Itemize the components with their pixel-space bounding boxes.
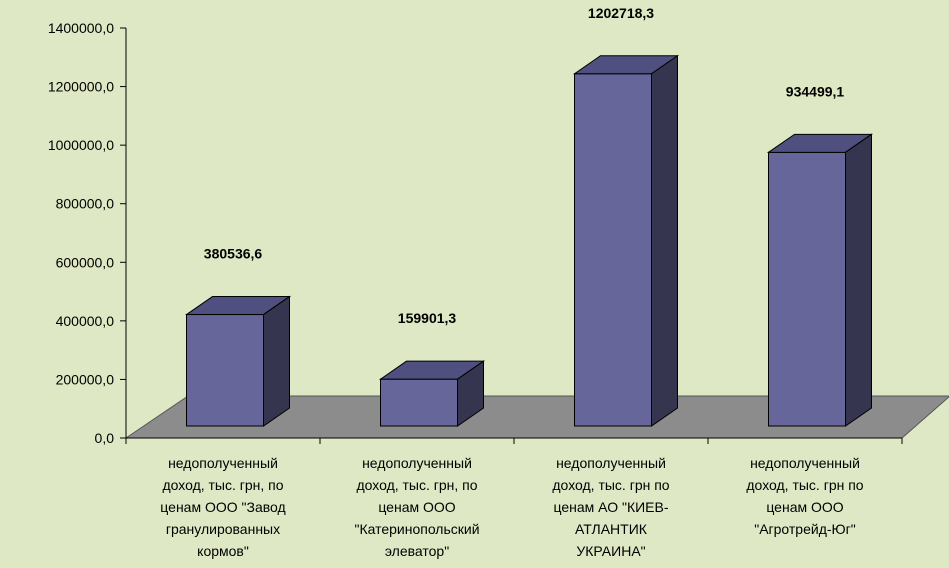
x-category-label-line: "Катеринопольский	[354, 521, 479, 537]
x-category-label: недополученный доход, тыс. грн по ценам ОО…	[746, 455, 863, 537]
y-tick-label: 400000,0	[56, 313, 115, 329]
x-category-label: недополученный доход, тыс. грн, по ценам О…	[354, 455, 479, 559]
y-tick-label: 1400000,0	[48, 20, 114, 36]
x-category-label-line: гранулированных	[166, 521, 280, 537]
x-category-label-line: недополученный	[168, 455, 278, 471]
data-label: 934499,1	[786, 83, 845, 99]
x-category-label-line: "Агротрейд-Юг"	[754, 521, 856, 537]
bar-front	[186, 314, 264, 427]
y-tick-label: 1000000,0	[48, 137, 114, 153]
x-category-label-line: доход, тыс. грн, по	[162, 477, 283, 493]
y-tick-label: 1200000,0	[48, 79, 114, 95]
x-category-label-line: ценам ООО	[378, 499, 455, 515]
x-category-label-line: недополученный	[556, 455, 666, 471]
x-category-label-line: ценам ООО "Завод	[160, 499, 285, 515]
x-category-label: недополученный доход, тыс. грн, по ценам О…	[160, 455, 285, 559]
bar-side	[651, 54, 678, 427]
bar-front	[574, 73, 652, 427]
y-tick-label: 800000,0	[56, 196, 115, 212]
y-tick-label: 600000,0	[56, 254, 115, 270]
x-category-label-line: кормов"	[197, 543, 249, 559]
x-category-label: недополученный доход, тыс. грн по ценам АО…	[552, 455, 669, 559]
x-category-label-line: доход, тыс. грн по	[746, 477, 863, 493]
x-category-label-line: элеватор"	[385, 543, 449, 559]
data-label: 1202718,3	[588, 5, 654, 21]
data-label: 159901,3	[398, 310, 457, 326]
x-category-label-line: УКРАИНА"	[576, 543, 645, 559]
y-tick-label: 0,0	[95, 430, 115, 446]
bar-side	[457, 360, 484, 427]
bar-front	[768, 151, 846, 427]
x-category-label-line: недополученный	[750, 455, 860, 471]
bar-front	[380, 378, 458, 427]
data-label: 380536,6	[204, 246, 263, 262]
x-category-label-line: ценам АО "КИЕВ-	[553, 499, 668, 515]
x-category-label-line: АТЛАНТИК	[575, 521, 648, 537]
x-category-label-line: недополученный	[362, 455, 472, 471]
x-category-label-line: доход, тыс. грн, по	[356, 477, 477, 493]
y-tick-label: 200000,0	[56, 371, 115, 387]
bar-side	[845, 133, 872, 427]
x-category-label-line: ценам ООО	[766, 499, 843, 515]
bar-side	[263, 295, 290, 427]
x-category-label-line: доход, тыс. грн по	[552, 477, 669, 493]
